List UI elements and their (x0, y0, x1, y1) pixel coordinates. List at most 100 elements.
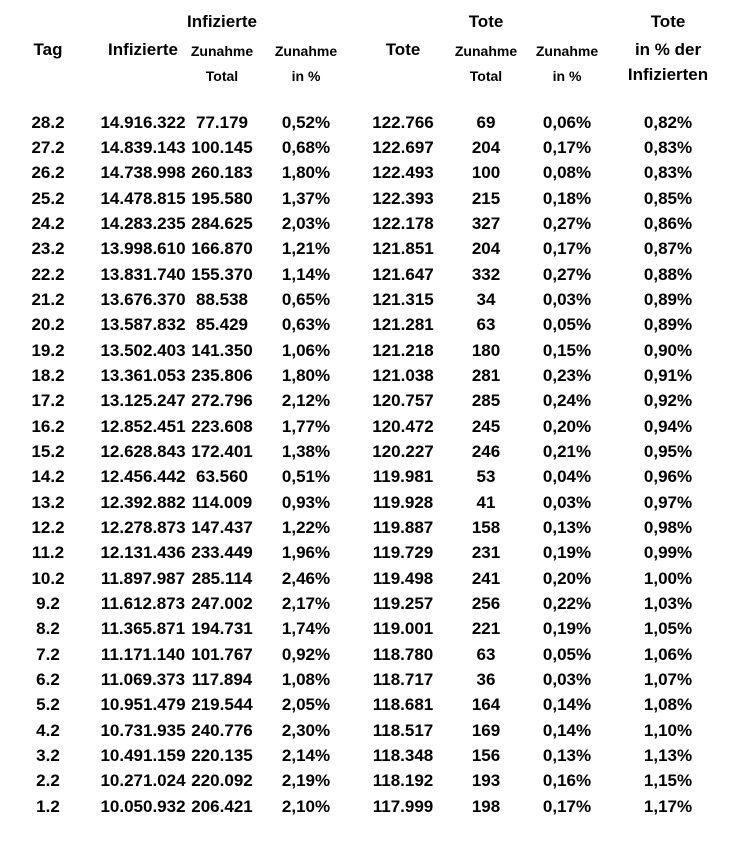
cell-infizierte-zunahme-total: 206.421 (191, 796, 253, 816)
table-row: 18.2 13.361.053 235.806 1,80% 121.038 281 0,23… (0, 363, 744, 388)
cell-infizierte-zunahme-total: 85.429 (196, 315, 248, 335)
cell-tote-zunahme-total: 53 (476, 467, 496, 487)
cell-infizierte: 12.852.451 (100, 416, 186, 436)
cell-tote-in-prozent-der-infizierten: 0,91% (643, 366, 693, 385)
cell-tote-zunahme-total: 169 (471, 720, 501, 740)
cell-infizierte-zunahme-total: 285.114 (191, 568, 253, 588)
cell-tag: 23.2 (31, 239, 65, 259)
cell-tote-in-prozent-der-infizierten: 0,87% (643, 239, 693, 259)
cell-tag: 18.2 (31, 366, 65, 385)
cell-infizierte: 11.897.987 (100, 568, 186, 588)
cell-tote-in-prozent-der-infizierten: 0,99% (643, 543, 693, 563)
cell-tote: 120.757 (372, 391, 434, 411)
table-row: 21.2 13.676.370 88.538 0,65% 121.315 34 0,03% 0… (0, 287, 744, 312)
cell-tag: 20.2 (31, 315, 65, 335)
cell-tote-in-prozent-der-infizierten: 0,92% (643, 391, 693, 411)
cell-infizierte-zunahme-total: 147.437 (191, 517, 253, 537)
cell-tote-zunahme-total: 231 (471, 543, 501, 563)
cell-infizierte-zunahme-prozent: 1,08% (281, 669, 331, 689)
cell-tote-zunahme-prozent: 0,21% (542, 441, 592, 461)
cell-tote: 118.348 (372, 745, 434, 765)
cell-tag: 13.2 (31, 492, 65, 512)
table-row: 2.2 10.271.024 220.092 2,19% 118.192 193 0,16%… (0, 768, 744, 793)
cell-tote-zunahme-prozent: 0,17% (542, 239, 592, 259)
cell-tote: 119.498 (372, 568, 434, 588)
cell-tote-in-prozent-der-infizierten: 0,85% (643, 188, 693, 208)
header-infizierte-zunahme-total-line1: Infizierte (187, 12, 257, 31)
cell-infizierte-zunahme-prozent: 1,14% (281, 264, 331, 284)
table-row: 28.2 14.916.322 77.179 0,52% 122.766 69 0,06% 0… (0, 110, 744, 135)
header-infizierte-zunahme-total-line2: Zunahme (190, 43, 254, 59)
cell-tote-zunahme-total: 193 (471, 771, 501, 791)
table-row: 24.2 14.283.235 284.625 2,03% 122.178 327 0,27… (0, 211, 744, 236)
cell-infizierte-zunahme-prozent: 1,37% (281, 188, 331, 208)
cell-infizierte-zunahme-total: 172.401 (191, 441, 253, 461)
cell-tote: 122.178 (372, 214, 434, 234)
cell-infizierte: 13.502.403 (100, 340, 186, 360)
cell-infizierte-zunahme-prozent: 2,03% (281, 214, 331, 234)
cell-tag: 27.2 (31, 138, 65, 158)
header-infizierte-zunahme-total-line3: Total (205, 68, 239, 84)
cell-infizierte: 11.171.140 (100, 644, 186, 664)
cell-infizierte-zunahme-prozent: 1,21% (281, 239, 331, 259)
cell-infizierte-zunahme-total: 220.135 (191, 745, 253, 765)
cell-tag: 4.2 (36, 720, 60, 740)
cell-tote-in-prozent-der-infizierten: 1,10% (643, 720, 693, 740)
cell-infizierte-zunahme-prozent: 2,19% (281, 771, 331, 791)
cell-tote-zunahme-prozent: 0,16% (542, 771, 592, 791)
cell-infizierte: 14.478.815 (100, 188, 186, 208)
header-tag-line2: Tag (33, 40, 63, 59)
cell-infizierte-zunahme-prozent: 2,10% (281, 796, 331, 816)
cell-tote: 119.001 (372, 619, 434, 639)
cell-tote: 118.192 (372, 771, 434, 791)
cell-infizierte-zunahme-total: 141.350 (191, 340, 253, 360)
cell-infizierte-zunahme-total: 223.608 (191, 416, 253, 436)
cell-tote-zunahme-prozent: 0,19% (542, 543, 592, 563)
cell-tote-in-prozent-der-infizierten: 1,05% (643, 619, 693, 639)
cell-tote-zunahme-prozent: 0,17% (542, 138, 592, 158)
cell-tag: 10.2 (31, 568, 65, 588)
cell-infizierte: 13.361.053 (100, 366, 186, 385)
cell-tote-in-prozent-der-infizierten: 1,15% (643, 771, 693, 791)
cell-tote-zunahme-total: 204 (471, 239, 501, 259)
cell-infizierte: 13.998.610 (100, 239, 186, 259)
cell-tote-zunahme-total: 285 (471, 391, 501, 411)
cell-tote-zunahme-prozent: 0,03% (542, 290, 592, 309)
cell-infizierte-zunahme-total: 194.731 (191, 619, 253, 639)
cell-tote-zunahme-prozent: 0,03% (542, 669, 592, 689)
cell-tote-zunahme-prozent: 0,05% (542, 644, 592, 664)
table-row: 16.2 12.852.451 223.608 1,77% 120.472 245 0,20… (0, 414, 744, 439)
cell-tote-zunahme-prozent: 0,08% (542, 163, 592, 183)
cell-tote-zunahme-total: 241 (471, 568, 501, 588)
cell-tote-in-prozent-der-infizierten: 0,89% (643, 315, 693, 335)
cell-tote: 119.257 (372, 593, 434, 613)
cell-tote-zunahme-prozent: 0,23% (542, 366, 592, 385)
cell-tag: 19.2 (31, 340, 65, 360)
header-infizierte-line2: Infizierte (108, 40, 178, 59)
cell-infizierte-zunahme-prozent: 2,46% (281, 568, 331, 588)
cell-infizierte: 12.628.843 (100, 441, 186, 461)
cell-tote: 121.281 (372, 315, 434, 335)
cell-tote-in-prozent-der-infizierten: 0,97% (643, 492, 693, 512)
table-row: 23.2 13.998.610 166.870 1,21% 121.851 204 0,17… (0, 236, 744, 261)
cell-tote-in-prozent-der-infizierten: 0,90% (643, 340, 693, 360)
cell-tag: 25.2 (31, 188, 65, 208)
table-row: 15.2 12.628.843 172.401 1,38% 120.227 246 0,21… (0, 439, 744, 464)
cell-infizierte-zunahme-total: 100.145 (191, 138, 253, 158)
table-row: 22.2 13.831.740 155.370 1,14% 121.647 332 0,27… (0, 262, 744, 287)
cell-tote-in-prozent-der-infizierten: 0,82% (643, 112, 693, 132)
cell-tote-in-prozent-der-infizierten: 1,07% (643, 669, 693, 689)
cell-tote-in-prozent-der-infizierten: 0,89% (643, 290, 693, 309)
cell-tag: 11.2 (31, 543, 65, 563)
cell-tote-zunahme-prozent: 0,04% (542, 467, 592, 487)
cell-tote: 122.493 (372, 163, 434, 183)
cell-infizierte: 10.731.935 (100, 720, 186, 740)
cell-tote-zunahme-prozent: 0,14% (542, 695, 592, 715)
cell-tote-in-prozent-der-infizierten: 0,95% (643, 441, 693, 461)
cell-tag: 21.2 (31, 290, 65, 309)
cell-tote-in-prozent-der-infizierten: 0,88% (643, 264, 693, 284)
cell-infizierte: 10.050.932 (100, 796, 186, 816)
cell-tote-zunahme-total: 63 (476, 644, 496, 664)
cell-tote-zunahme-total: 36 (476, 669, 496, 689)
table-row: 11.2 12.131.436 233.449 1,96% 119.729 231 0,19… (0, 540, 744, 565)
